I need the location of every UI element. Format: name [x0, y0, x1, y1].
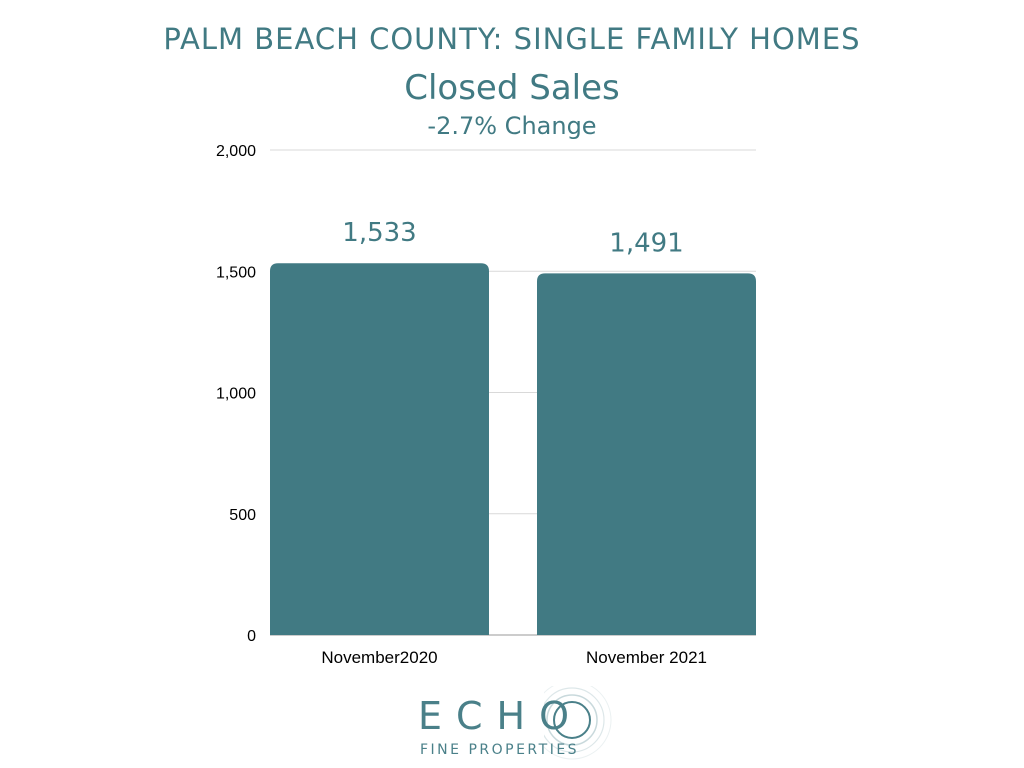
bar — [537, 273, 756, 635]
y-tick-label: 500 — [229, 507, 256, 524]
x-axis-ticks: November2020 November 2021 — [321, 648, 707, 667]
logo-tagline: FINE PROPERTIES — [420, 742, 580, 758]
data-labels: 1,533 1,491 — [342, 218, 683, 258]
data-label: 1,533 — [342, 218, 416, 248]
bars — [270, 263, 756, 635]
x-tick-label: November 2021 — [586, 648, 707, 667]
logo-wordmark: ECHO — [418, 694, 584, 738]
y-tick-label: 0 — [247, 628, 256, 645]
ripple-rings-icon — [544, 686, 612, 760]
bar-chart: 1,533 1,491 0 500 1,000 1,500 2,000 November2… — [216, 143, 756, 667]
y-tick-label: 1,500 — [216, 264, 256, 281]
y-axis-ticks: 0 500 1,000 1,500 2,000 — [216, 143, 256, 645]
chart-subtitle: Closed Sales — [404, 68, 620, 108]
y-tick-label: 2,000 — [216, 143, 256, 160]
bar — [270, 263, 489, 635]
chart-title: PALM BEACH COUNTY: SINGLE FAMILY HOMES — [163, 22, 861, 56]
data-label: 1,491 — [609, 228, 683, 258]
change-label: -2.7% Change — [427, 112, 597, 140]
echo-logo: ECHO FINE PROPERTIES — [404, 686, 624, 766]
y-tick-label: 1,000 — [216, 386, 256, 403]
x-tick-label: November2020 — [321, 648, 437, 667]
